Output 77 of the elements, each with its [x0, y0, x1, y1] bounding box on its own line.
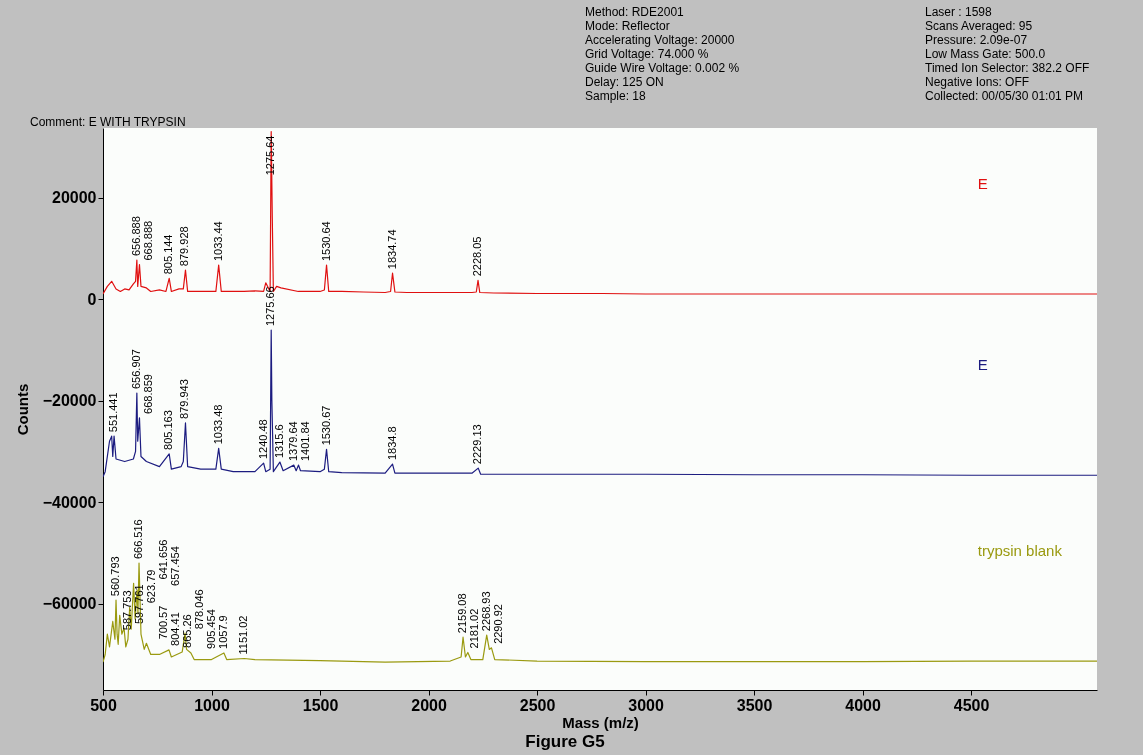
annotation: 1834.74	[385, 229, 398, 270]
line-series	[103, 329, 1097, 478]
annotation: 2159.08	[456, 593, 469, 634]
annotation: 2290.92	[492, 604, 505, 644]
x-tick-label: 3500	[736, 696, 773, 714]
annotation: 805.163	[162, 410, 175, 450]
x-tick-label: 2500	[519, 696, 556, 714]
annotation: 641.656	[157, 539, 170, 580]
text: Pressure: 2.09e-07	[925, 33, 1028, 47]
text: Grid Voltage: 74.000 %	[585, 47, 709, 61]
annotation: 2268.93	[480, 591, 493, 632]
text: trypsin blank	[977, 542, 1063, 560]
annotation: 2228.05	[471, 236, 484, 277]
text: E	[977, 175, 988, 193]
annotation: 1530.64	[319, 221, 332, 262]
annotation: 657.454	[169, 546, 182, 586]
y-tick-label: −60000	[42, 595, 97, 613]
y-tick-label: 20000	[52, 189, 97, 207]
annotation: 656.907	[129, 349, 142, 390]
y-tick-label: 0	[87, 290, 97, 308]
annotation: 905.454	[205, 609, 218, 649]
text: Negative Ions: OFF	[925, 75, 1030, 89]
annotation: 878.046	[193, 589, 206, 630]
annotation: 597.761	[133, 584, 146, 625]
text: Collected: 00/05/30 01:01 PM	[925, 89, 1084, 103]
annotation: 1033.48	[211, 404, 224, 445]
annotation: 551.441	[107, 392, 120, 433]
annotation: 805.144	[162, 234, 175, 275]
annotation: 668.859	[141, 374, 154, 414]
y-tick-label: −40000	[42, 493, 97, 511]
text: Low Mass Gate: 500.0	[925, 47, 1046, 61]
annotation: 623.79	[145, 569, 158, 604]
x-tick-label: 4500	[953, 696, 990, 714]
annotation: 1379.64	[286, 421, 299, 462]
annotation: 879.943	[178, 379, 191, 419]
x-tick-label: 2000	[411, 696, 447, 714]
text: Laser : 1598	[925, 5, 993, 19]
x-tick-label: 1000	[194, 696, 230, 714]
annotation: 2229.13	[471, 424, 484, 465]
text: Sample: 18	[585, 89, 647, 103]
annotation: 666.516	[132, 519, 145, 560]
x-axis-title: Mass (m/z)	[562, 713, 639, 731]
annotation: 656.888	[129, 216, 142, 256]
x-tick-label: 500	[90, 696, 117, 714]
annotation: 1315.6	[272, 424, 285, 459]
annotation: 1033.44	[211, 221, 224, 262]
y-tick-label: −20000	[42, 392, 97, 410]
x-tick-label: 1500	[302, 696, 339, 714]
annotation: 1401.84	[298, 421, 311, 462]
text: Timed Ion Selector: 382.2 OFF	[925, 61, 1090, 75]
annotation: 804.41	[169, 612, 182, 646]
text: Guide Wire Voltage: 0.002 %	[585, 61, 740, 75]
annotation: 668.888	[141, 220, 154, 261]
x-tick-label: 4000	[845, 696, 882, 714]
text: Accelerating Voltage: 20000	[585, 33, 735, 47]
text: Method: RDE2001	[585, 5, 685, 19]
text: Scans Averaged: 95	[925, 19, 1033, 33]
annotation: 879.928	[178, 226, 191, 267]
y-axis-title: Counts	[13, 383, 31, 436]
text: E	[977, 356, 988, 374]
annotation: 560.793	[109, 556, 122, 597]
annotation: 1275.66	[264, 286, 277, 327]
annotation: 1151.02	[237, 615, 250, 655]
text: Delay: 125 ON	[585, 75, 664, 89]
annotation: Comment: E WITH TRYPSIN	[30, 115, 186, 129]
annotation: 587.753	[121, 590, 134, 631]
annotation: 1057.9	[217, 615, 230, 649]
annotation: 865.26	[181, 614, 194, 648]
text: Mode: Reflector	[585, 19, 670, 33]
annotation: 1530.67	[319, 405, 332, 446]
annotation: 1834.8	[385, 426, 398, 461]
annotation: 1275.64	[264, 135, 277, 176]
caption: Figure G5	[525, 732, 605, 751]
annotation: 2181.02	[468, 608, 481, 649]
annotation: 1240.48	[256, 419, 269, 460]
annotation: 700.57	[157, 605, 170, 640]
x-tick-label: 3000	[628, 696, 664, 714]
